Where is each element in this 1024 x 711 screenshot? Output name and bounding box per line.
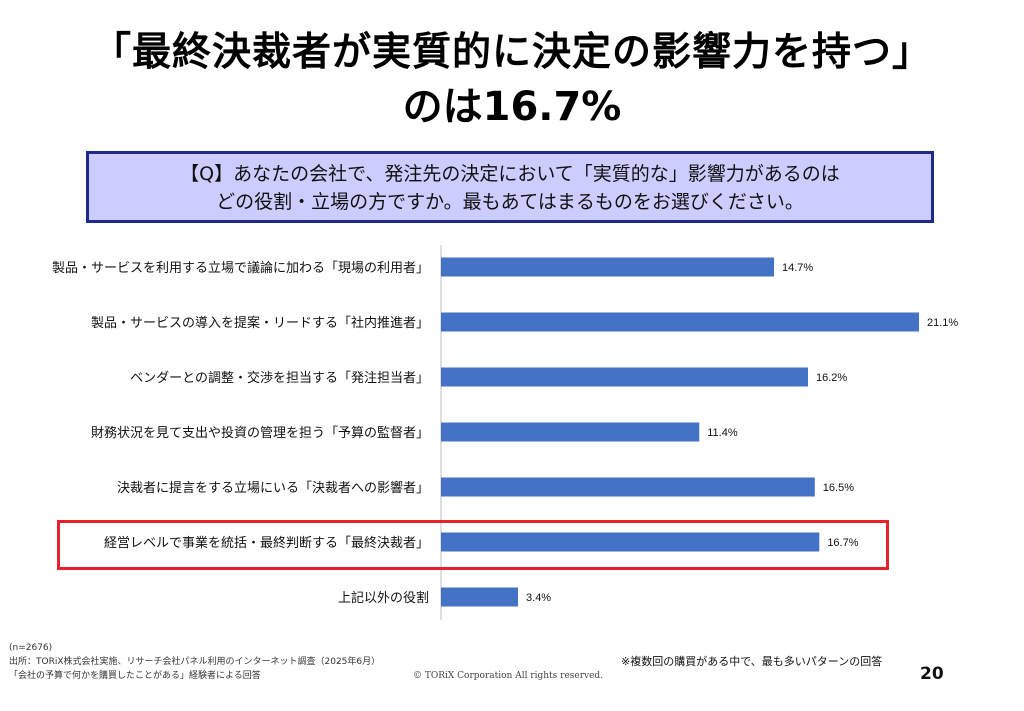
question-line-2: どの役割・立場の方ですか。最もあてはまるものをお選びください。 xyxy=(216,191,804,213)
copyright: © TORiX Corporation All rights reserved. xyxy=(413,671,604,681)
value-label: 16.2% xyxy=(816,372,847,384)
bar-chart: 製品・サービスを利用する立場で議論に加わる「現場の利用者」 14.7% 製品・サービ… xyxy=(52,245,958,620)
category-label: 製品・サービスの導入を提案・リードする「社内推進者」 xyxy=(91,315,429,331)
bar xyxy=(441,312,919,332)
bar xyxy=(441,587,519,607)
title-line-2: のは16.7% xyxy=(402,84,622,130)
category-label: 経営レベルで事業を統括・最終判断する「最終決裁者」 xyxy=(104,535,429,551)
bar xyxy=(441,532,820,552)
bar xyxy=(441,422,700,442)
page-title: 「最終決裁者が実質的に決定の影響力を持つ」 のは16.7% xyxy=(0,28,1024,132)
category-label: 製品・サービスを利用する立場で議論に加わる「現場の利用者」 xyxy=(52,260,429,276)
source-note: 出所：TORiX株式会社実施、リサーチ会社パネル利用のインターネット調査（202… xyxy=(9,657,381,667)
value-label: 16.7% xyxy=(827,537,858,549)
value-label: 11.4% xyxy=(707,427,738,439)
category-label: 上記以外の役割 xyxy=(338,590,429,606)
multiple-purchase-note: ※複数回の購買がある中で、最も多いパターンの回答 xyxy=(621,655,883,668)
value-label: 16.5% xyxy=(823,482,854,494)
page-number: 20 xyxy=(920,664,944,684)
highlight-frame xyxy=(57,520,889,570)
question-line-1: 【Q】あなたの会社で、発注先の決定において「実質的な」影響力があるのは xyxy=(180,163,840,185)
footer-notes: (n=2676) 出所：TORiX株式会社実施、リサーチ会社パネル利用のインター… xyxy=(9,641,380,683)
title-line-1: 「最終決裁者が実質的に決定の影響力を持つ」 xyxy=(91,30,932,75)
bar xyxy=(441,477,815,497)
category-label: 財務状況を見て支出や投資の管理を担う「予算の監督者」 xyxy=(91,425,429,441)
value-label: 14.7% xyxy=(782,262,813,274)
sample-size: (n=2676) xyxy=(9,643,53,653)
bar xyxy=(441,257,775,277)
category-label: ベンダーとの調整・交渉を担当する「発注担当者」 xyxy=(130,370,429,386)
respondents-note: 「会社の予算で何かを購買したことがある」経験者による回答 xyxy=(9,671,261,681)
bar xyxy=(441,367,808,387)
value-label: 21.1% xyxy=(927,317,958,329)
category-label: 決裁者に提言をする立場にいる「決裁者への影響者」 xyxy=(117,480,429,496)
question-box: 【Q】あなたの会社で、発注先の決定において「実質的な」影響力があるのは どの役割… xyxy=(86,151,934,223)
value-label: 3.4% xyxy=(526,592,551,604)
